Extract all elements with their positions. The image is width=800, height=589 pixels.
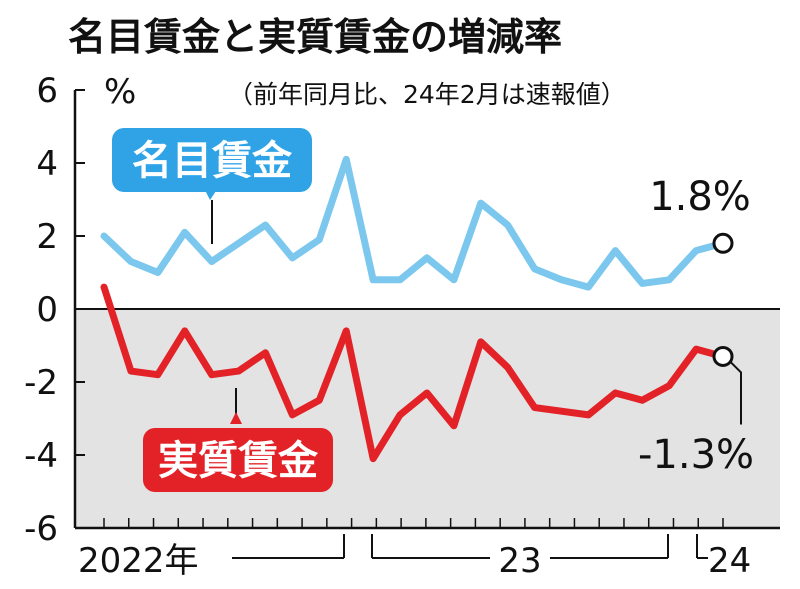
- real-end-leader: [730, 361, 742, 425]
- x-period-label-2023: 23: [498, 541, 541, 581]
- real-end-value: -1.3%: [638, 432, 754, 478]
- nominal-label-text: 名目賃金: [132, 138, 293, 184]
- y-unit-label: %: [104, 72, 136, 112]
- series-end-marker: [712, 232, 734, 254]
- x-axis: 2022年 23 24: [78, 518, 751, 581]
- series-layer: [100, 155, 734, 463]
- chart-subtitle: （前年同月比、24年2月は速報値）: [228, 80, 626, 109]
- real-label-box: [143, 428, 333, 492]
- y-tick-label: 6: [36, 71, 58, 111]
- series-line-nominal: [100, 155, 727, 291]
- x-period-label-2024: 24: [708, 541, 751, 581]
- y-tick-label: 0: [36, 290, 58, 330]
- y-tick-label: -6: [24, 509, 58, 549]
- chart-title: 名目賃金と実質賃金の増減率: [68, 15, 562, 59]
- y-axis: 6 4 2 0 -2 -4 -6: [24, 71, 85, 549]
- real-label-pointer: [230, 412, 242, 424]
- series-line-real: [100, 283, 727, 463]
- nominal-end-value: 1.8%: [649, 174, 751, 220]
- nominal-label-box: [112, 128, 312, 192]
- x-period-label-2022: 2022年: [78, 541, 199, 581]
- y-tick-label: 4: [36, 144, 58, 184]
- series-end-marker: [712, 345, 734, 367]
- y-tick-label: -2: [24, 363, 58, 403]
- y-tick-label: -4: [24, 436, 58, 476]
- y-tick-label: 2: [36, 217, 58, 257]
- real-label-text: 実質賃金: [158, 438, 319, 484]
